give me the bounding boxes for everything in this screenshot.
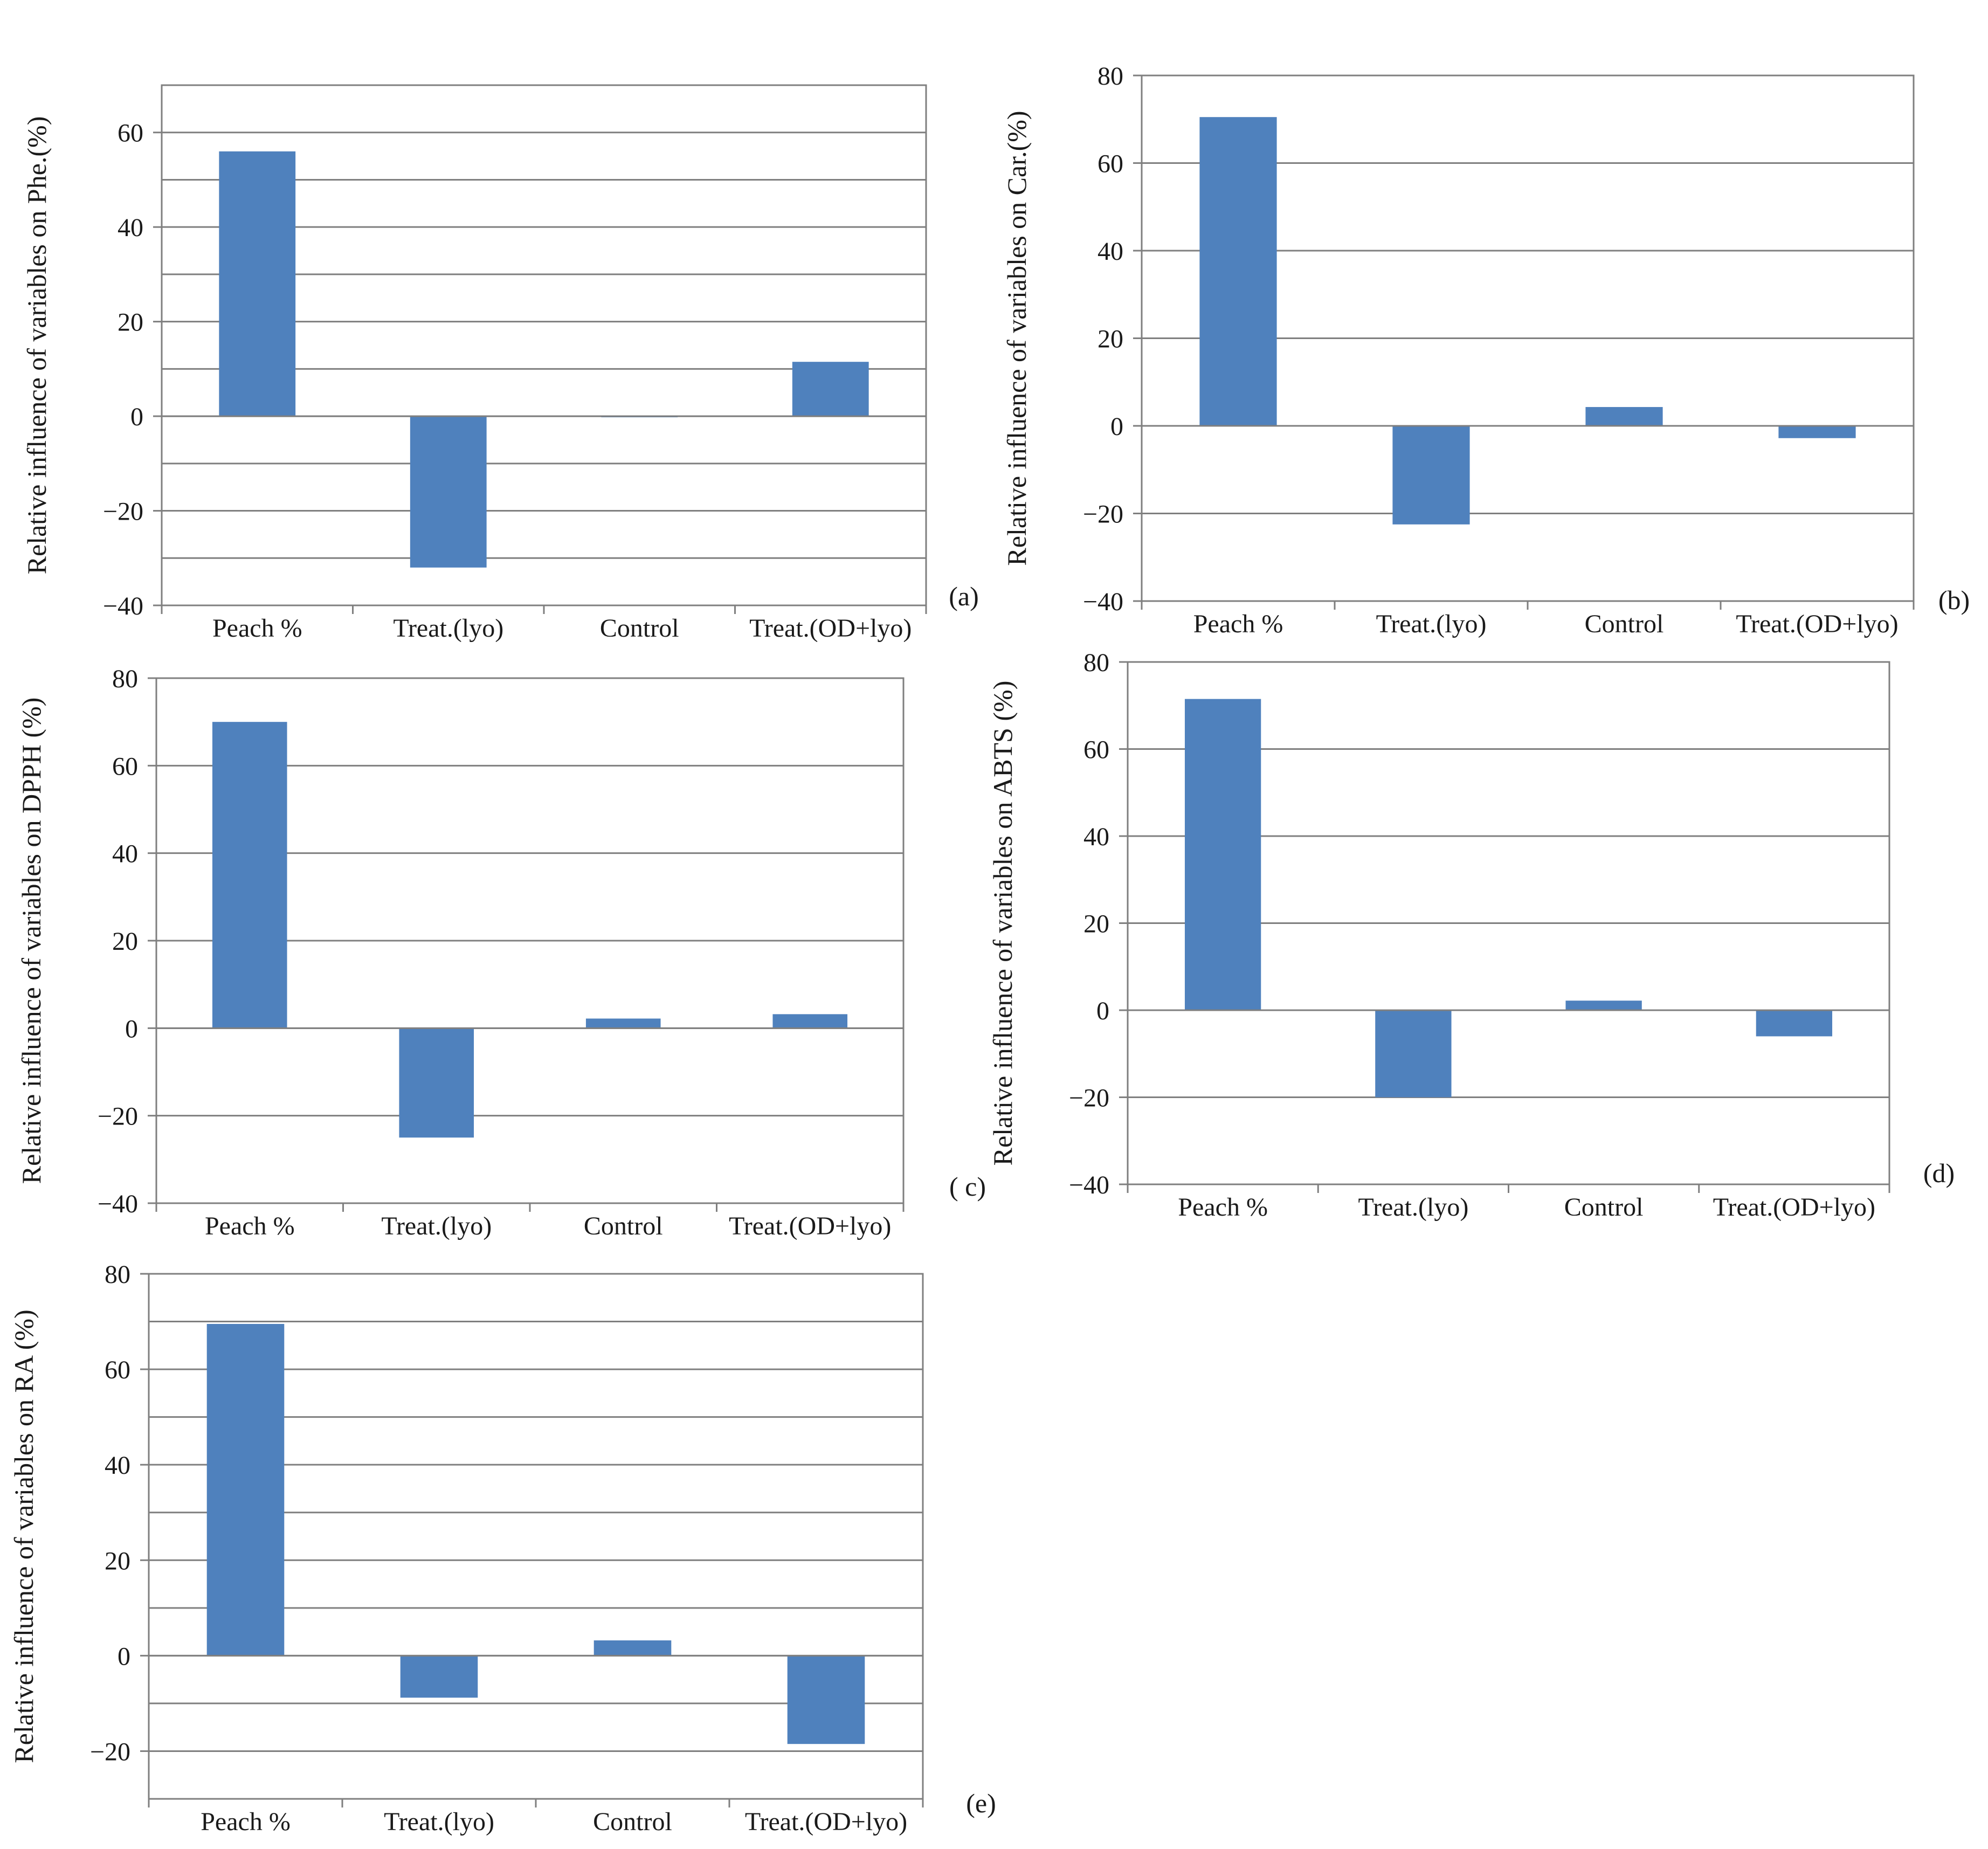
- chart-panel-a: −40 −20 0 20 40 60 Peach % Treat.(lyo) Control Tr…: [22, 84, 979, 643]
- x-category-label: Control: [593, 1807, 672, 1836]
- bar-b-3: [1778, 426, 1856, 438]
- y-tick-label: 40: [1097, 237, 1123, 266]
- x-category-label: Peach %: [201, 1807, 291, 1836]
- bar-b-0: [1199, 117, 1277, 426]
- x-category-label: Treat.(OD+lyo): [1736, 610, 1898, 638]
- bar-d-3: [1756, 1010, 1833, 1037]
- y-tick-label: 40: [112, 840, 138, 868]
- bar-c-1: [399, 1028, 474, 1138]
- y-tick-label: 40: [105, 1451, 130, 1480]
- bar-a-3: [792, 362, 869, 417]
- y-tick-label: 80: [1083, 648, 1109, 677]
- y-tick-label: 20: [105, 1547, 130, 1575]
- bar-e-1: [400, 1655, 478, 1698]
- x-category-label: Treat.(lyo): [384, 1807, 494, 1836]
- y-tick-label: 20: [1083, 910, 1109, 939]
- y-tick-label: 60: [1083, 736, 1109, 764]
- y-tick-label: −20: [98, 1102, 138, 1131]
- y-tick-label: −20: [90, 1737, 130, 1766]
- chart-panel-c: −40 −20 0 20 40 60 80 Peach % Treat.(lyo) Control…: [16, 665, 986, 1240]
- bar-d-2: [1565, 1001, 1642, 1010]
- bar-d-1: [1375, 1010, 1452, 1098]
- bar-c-2: [585, 1018, 661, 1029]
- chart-panel-b: −40 −20 0 20 40 60 80 Peach % Treat.(lyo) Control…: [1002, 62, 1970, 638]
- y-tick-label: 0: [130, 403, 143, 431]
- y-tick-label: −20: [1069, 1084, 1109, 1113]
- y-tick-label: −40: [1083, 588, 1123, 616]
- bar-b-1: [1392, 426, 1470, 525]
- y-axis-title: Relative influence of variables on ABTS …: [988, 681, 1018, 1166]
- y-tick-label: 0: [118, 1642, 130, 1671]
- x-category-label: Treat.(OD+lyo): [1713, 1193, 1875, 1222]
- y-tick-label: 0: [1110, 412, 1123, 441]
- x-category-label: Treat.(lyo): [393, 614, 503, 643]
- bar-d-0: [1184, 699, 1261, 1010]
- bar-a-1: [410, 416, 487, 568]
- x-category-label: Control: [1564, 1193, 1644, 1222]
- y-axis-title: Relative influence of variables on RA (%…: [9, 1309, 39, 1763]
- y-tick-label: 0: [1096, 997, 1109, 1025]
- y-tick-label: 60: [118, 119, 143, 148]
- panel-label: (d): [1923, 1158, 1955, 1188]
- bar-c-0: [212, 722, 287, 1029]
- panel-label: (e): [966, 1788, 996, 1818]
- y-tick-label: 60: [105, 1356, 130, 1384]
- y-tick-label: 60: [112, 752, 138, 781]
- y-tick-label: 40: [1083, 823, 1109, 851]
- y-tick-label: 80: [1097, 62, 1123, 91]
- x-category-label: Treat.(lyo): [381, 1212, 492, 1240]
- y-tick-label: 60: [1097, 150, 1123, 178]
- x-category-label: Control: [584, 1212, 663, 1240]
- chart-panel-e: −20 0 20 40 60 80 Peach % Treat.(lyo) Control Tre…: [9, 1260, 996, 1836]
- x-category-label: Peach %: [1178, 1193, 1268, 1222]
- y-tick-label: 0: [125, 1015, 138, 1043]
- y-tick-label: −20: [103, 498, 143, 526]
- x-category-label: Treat.(OD+lyo): [729, 1212, 891, 1240]
- x-category-label: Peach %: [1193, 610, 1283, 638]
- y-tick-label: 80: [112, 665, 138, 693]
- y-tick-label: 80: [105, 1260, 130, 1289]
- y-tick-label: −40: [98, 1190, 138, 1218]
- panel-label: ( c): [949, 1171, 986, 1202]
- bar-a-0: [219, 151, 296, 417]
- bar-e-3: [787, 1655, 865, 1744]
- x-category-label: Control: [1585, 610, 1664, 638]
- chart-panel-d: −40 −20 0 20 40 60 80 Peach % Treat.(lyo) Control…: [988, 648, 1955, 1222]
- y-tick-label: 20: [112, 927, 138, 956]
- x-category-label: Peach %: [205, 1212, 295, 1240]
- x-category-label: Treat.(OD+lyo): [745, 1807, 907, 1836]
- y-tick-label: 20: [118, 308, 143, 337]
- x-category-label: Peach %: [212, 614, 302, 643]
- bar-e-0: [206, 1323, 285, 1656]
- y-axis-title: Relative influence of variables on Phe.(…: [22, 116, 52, 575]
- y-tick-label: 40: [118, 213, 143, 242]
- panel-label: (a): [949, 581, 979, 611]
- y-tick-label: −40: [103, 592, 143, 620]
- y-tick-label: 20: [1097, 325, 1123, 354]
- y-tick-label: −40: [1069, 1171, 1109, 1199]
- x-category-label: Treat.(lyo): [1376, 610, 1487, 638]
- y-axis-title: Relative influence of variables on DPPH …: [16, 698, 46, 1184]
- panel-label: (b): [1938, 585, 1970, 615]
- y-axis-title: Relative influence of variables on Car.(…: [1002, 111, 1032, 565]
- y-tick-label: −20: [1083, 500, 1123, 529]
- bar-b-2: [1585, 407, 1663, 426]
- x-category-label: Treat.(lyo): [1358, 1193, 1468, 1222]
- x-category-label: Control: [600, 614, 679, 643]
- bar-c-3: [772, 1014, 848, 1029]
- bar-e-2: [593, 1640, 672, 1656]
- x-category-label: Treat.(OD+lyo): [749, 614, 912, 643]
